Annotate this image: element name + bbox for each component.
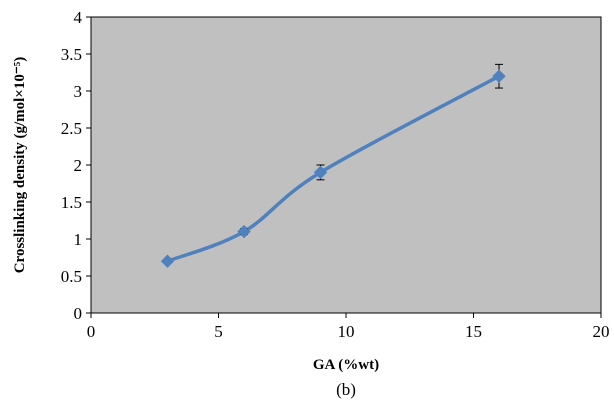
data-point-marker xyxy=(492,69,506,83)
x-tick-label: 5 xyxy=(214,322,223,341)
x-tick-label: 0 xyxy=(87,322,96,341)
data-point-marker xyxy=(237,224,251,239)
x-tick-label: 15 xyxy=(465,322,482,341)
x-axis: 0 5 10 15 20 xyxy=(87,313,610,341)
x-tick-label: 20 xyxy=(593,322,610,341)
y-tick-label: 4 xyxy=(74,8,83,27)
y-axis: 0 0.5 1 1.5 2 2.5 3 3.5 4 xyxy=(61,8,91,323)
figure-caption: (b) xyxy=(336,380,356,399)
y-tick-label: 1.5 xyxy=(61,193,82,212)
y-tick-label: 1 xyxy=(74,230,83,249)
data-point-marker xyxy=(313,165,328,180)
x-axis-title: GA (%wt) xyxy=(313,357,379,373)
x-tick-label: 10 xyxy=(338,322,355,341)
y-tick-label: 2 xyxy=(74,156,83,175)
plot-area xyxy=(90,16,602,314)
data-point-marker xyxy=(160,254,175,268)
y-axis-title: Crosslinking density (g/mol×10⁻⁵) xyxy=(12,57,28,274)
series-line xyxy=(165,74,501,263)
y-tick-label: 3.5 xyxy=(61,45,82,64)
y-tick-label: 0 xyxy=(74,304,83,323)
y-tick-label: 0.5 xyxy=(61,267,82,286)
y-tick-label: 2.5 xyxy=(61,119,82,138)
series-layer xyxy=(160,63,506,268)
y-tick-label: 3 xyxy=(74,82,83,101)
